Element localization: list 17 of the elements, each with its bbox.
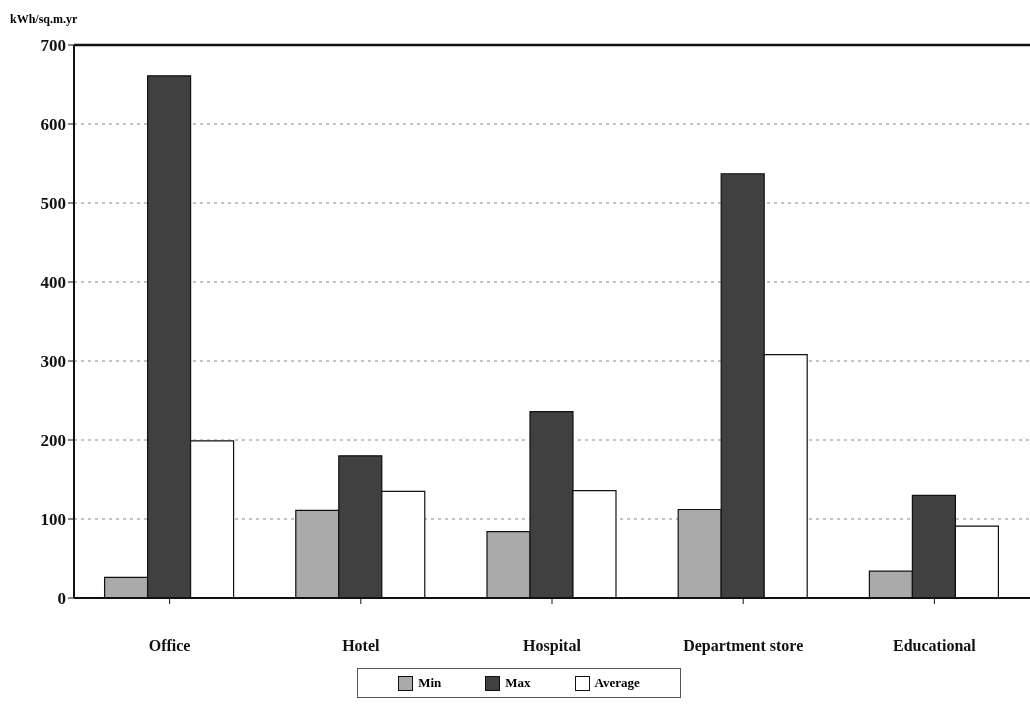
y-tick-label: 200 — [40, 431, 66, 451]
legend-label: Average — [593, 675, 640, 691]
legend-label: Max — [504, 675, 531, 691]
y-tick-label: 400 — [40, 273, 66, 293]
y-tick-label: 600 — [40, 115, 66, 135]
y-tick-label: 100 — [40, 510, 66, 530]
x-tick-label: Office — [148, 637, 191, 655]
y-tick-label: 0 — [57, 589, 66, 609]
x-tick-label: Hospital — [523, 637, 582, 656]
x-tick-label: Educational — [893, 637, 977, 655]
y-axis-title: kWh/sq.m.yr — [10, 12, 78, 27]
legend-label: Min — [417, 675, 442, 691]
y-tick-label: 300 — [40, 352, 66, 372]
y-tick-label: 700 — [40, 36, 66, 56]
x-tick-label: Hotel — [342, 637, 381, 655]
x-tick-label: Department store — [683, 637, 804, 656]
y-tick-label: 500 — [40, 194, 66, 214]
